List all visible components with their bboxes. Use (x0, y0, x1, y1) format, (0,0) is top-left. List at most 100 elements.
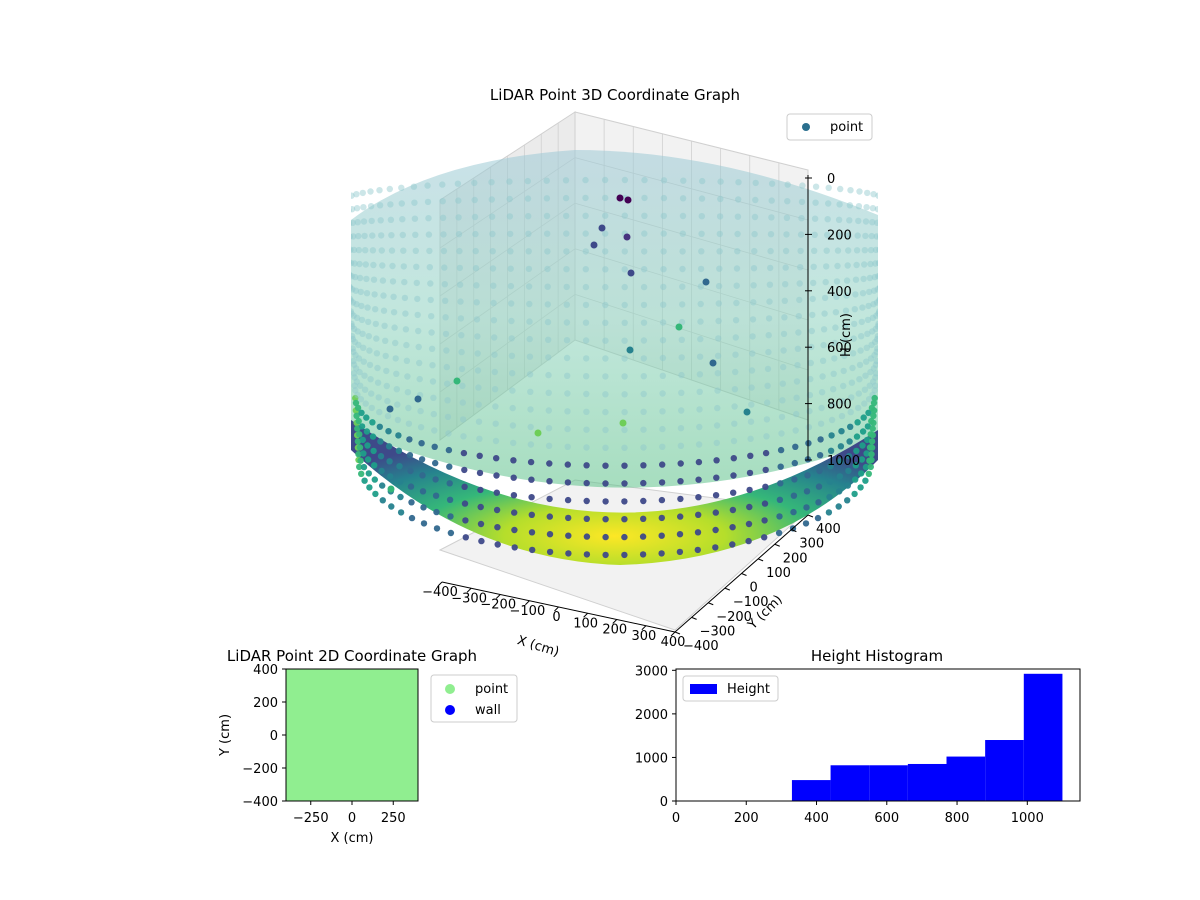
cloud-point (528, 511, 535, 518)
cloud-point (858, 456, 866, 463)
cloud-point (344, 221, 350, 227)
cloud-point (543, 177, 550, 184)
cloud-point (748, 401, 755, 408)
x-tick-label: 1000 (1011, 811, 1044, 826)
y-tick-label: 300 (799, 537, 824, 552)
cloud-point (377, 217, 384, 224)
cloud-point (810, 279, 817, 287)
cloud-point (354, 219, 361, 226)
cloud-point (839, 397, 846, 405)
cloud-point (712, 526, 719, 534)
cloud-point (526, 353, 534, 360)
cloud-point (344, 234, 350, 240)
cloud-point (825, 184, 832, 191)
y-axis-2d-ticks: 400 200 0 −200 −400 (242, 663, 286, 810)
cloud-point (847, 423, 854, 430)
y-tick-mark (724, 587, 731, 591)
cloud-point (734, 213, 742, 220)
cloud-point (877, 284, 878, 289)
cloud-point (440, 247, 448, 255)
cloud-point (360, 450, 367, 457)
cloud-point (354, 404, 362, 412)
cloud-point (853, 447, 860, 455)
cloud-point (762, 483, 769, 490)
legend-wall-label: wall (475, 703, 501, 718)
y-tick-label: 100 (766, 566, 791, 581)
cloud-point (527, 406, 534, 413)
cloud-point (365, 333, 372, 340)
cloud-point (359, 330, 366, 337)
cloud-point (352, 365, 360, 372)
cloud-point (564, 496, 572, 504)
cloud-point (865, 470, 872, 477)
x-tick-label: 600 (874, 811, 899, 826)
cloud-point (488, 179, 495, 186)
cloud-point (583, 497, 590, 505)
cloud-point (828, 432, 835, 439)
cloud-point (444, 380, 451, 387)
cloud-point (793, 394, 800, 401)
cloud-point (363, 414, 370, 421)
cloud-point (793, 410, 800, 418)
cloud-point (563, 283, 570, 291)
cloud-point (382, 352, 389, 360)
cloud-point (351, 233, 353, 240)
cloud-point (525, 265, 533, 273)
cloud-point (874, 345, 878, 352)
cloud-point (716, 230, 723, 238)
cloud-point (853, 261, 860, 269)
cloud-point (865, 409, 872, 416)
cloud-point (344, 234, 350, 240)
cloud-point (402, 326, 410, 333)
cloud-point (443, 347, 450, 354)
cloud-point (564, 479, 572, 486)
cloud-point (782, 281, 789, 288)
cloud-point (750, 282, 757, 289)
cloud-point (356, 368, 363, 376)
cloud-point (602, 230, 609, 237)
cloud-point (752, 196, 759, 204)
cloud-point (871, 338, 878, 346)
cloud-point (745, 537, 752, 545)
cloud-point (881, 209, 887, 215)
cloud-point (641, 266, 648, 273)
cloud-point (351, 323, 356, 330)
cloud-point (837, 185, 844, 193)
cloud-point (416, 359, 423, 367)
cloud-point (821, 294, 829, 302)
cloud-point (377, 438, 384, 445)
cloud-point (844, 262, 851, 269)
cloud-point (565, 532, 572, 539)
cloud-point (353, 412, 360, 419)
cloud-point (863, 344, 870, 351)
cloud-point (352, 352, 359, 359)
cloud-point (747, 435, 754, 442)
cloud-point (855, 217, 862, 225)
cloud-point (621, 337, 628, 344)
cloud-point (563, 212, 570, 220)
cloud-point (869, 425, 876, 432)
cloud-point (564, 390, 571, 397)
cloud-point (397, 493, 404, 501)
cloud-point (351, 284, 354, 292)
cloud-point (441, 281, 448, 288)
cloud-point (353, 301, 360, 308)
cloud-point (527, 388, 534, 395)
cloud-point (477, 503, 484, 511)
cloud-point (419, 488, 427, 495)
cloud-point (677, 513, 684, 520)
legend-point-marker (802, 123, 810, 131)
cloud-point (869, 219, 876, 226)
cloud-point (868, 341, 875, 349)
cloud-point (405, 420, 413, 427)
cloud-point (351, 246, 354, 253)
cloud-point (640, 390, 647, 398)
legend-point-marker (445, 684, 455, 694)
cloud-point (713, 422, 721, 429)
cloud-point (370, 447, 377, 455)
cloud-point (545, 425, 553, 432)
cloud-point (527, 441, 535, 448)
cloud-point (413, 279, 420, 287)
cloud-point (811, 231, 818, 238)
